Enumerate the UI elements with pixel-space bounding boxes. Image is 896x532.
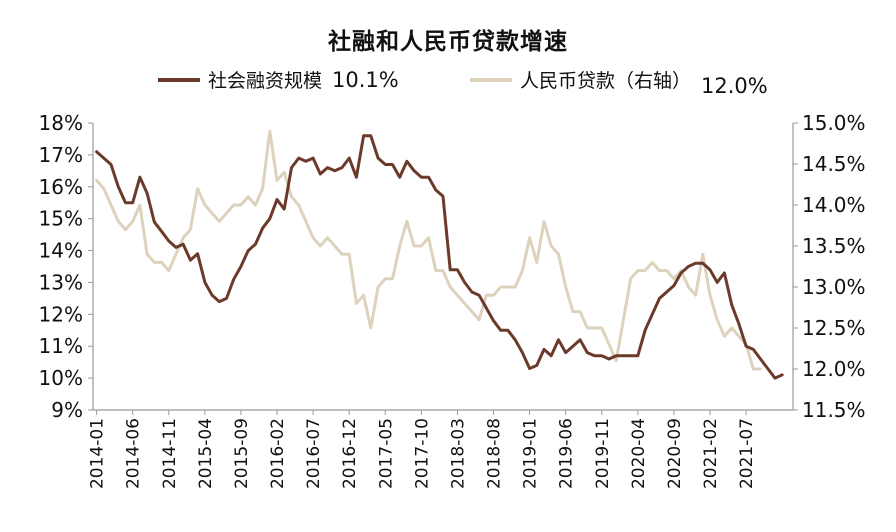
- series-line-shrong: [95, 134, 784, 380]
- left-tick-label: 18%: [39, 111, 83, 135]
- left-tick-label: 15%: [39, 207, 83, 231]
- legend-swatch-shrong: [158, 77, 200, 82]
- right-tick-label: 14.5%: [802, 152, 866, 176]
- right-tick-label: 15.0%: [802, 111, 866, 135]
- legend-label-loan: 人民币贷款（右轴）: [520, 70, 692, 92]
- x-tick-label: 2017-05: [376, 418, 396, 489]
- right-tick-label: 11.5%: [802, 398, 866, 422]
- x-tick-label: 2015-09: [232, 418, 252, 489]
- left-tick-label: 17%: [39, 143, 83, 167]
- x-tick-label: 2018-03: [448, 418, 468, 489]
- x-tick-label: 2019-01: [521, 418, 541, 489]
- right-axis-ticks: 11.5% 12.0% 12.5% 13.0% 13.5% 14.0% 14.5% 15.0%: [793, 111, 866, 422]
- x-tick-label: 2016-02: [268, 418, 288, 489]
- legend-swatch-loan: [470, 77, 512, 82]
- right-tick-label: 12.5%: [802, 316, 866, 340]
- x-tick-label: 2021-02: [701, 418, 721, 489]
- chart-title: 社融和人民币贷款增速: [328, 29, 568, 55]
- left-tick-label: 13%: [39, 270, 83, 294]
- axes: [92, 123, 794, 411]
- x-axis-ticks: 2014-01 2014-06 2014-11 2015-04 2015-09 2016-…: [88, 410, 757, 489]
- right-tick-label: 12.0%: [802, 357, 866, 381]
- right-tick-label: 14.0%: [802, 193, 866, 217]
- left-tick-label: 9%: [51, 398, 83, 422]
- series-lines: [95, 129, 784, 380]
- right-tick-label: 13.5%: [802, 234, 866, 258]
- legend-label-shrong: 社会融资规模: [208, 70, 323, 92]
- legend-value-loan: 12.0%: [701, 73, 768, 98]
- x-tick-label: 2017-10: [412, 418, 432, 489]
- left-tick-label: 12%: [39, 302, 83, 326]
- x-tick-label: 2014-01: [88, 418, 108, 489]
- legend-value-shrong: 10.1%: [332, 67, 399, 92]
- x-tick-label: 2014-11: [160, 418, 180, 489]
- x-tick-label: 2019-11: [593, 418, 613, 489]
- x-tick-label: 2020-09: [665, 418, 685, 489]
- x-tick-label: 2016-07: [304, 418, 324, 489]
- left-tick-label: 16%: [39, 175, 83, 199]
- left-axis-ticks: 9% 10% 11% 12% 13% 14% 15% 16% 17% 18%: [39, 111, 93, 422]
- x-tick-label: 2016-12: [340, 418, 360, 489]
- right-tick-label: 13.0%: [802, 275, 866, 299]
- x-tick-label: 2018-08: [485, 418, 505, 489]
- left-tick-label: 11%: [39, 334, 83, 358]
- x-tick-label: 2019-06: [557, 418, 577, 489]
- x-tick-label: 2015-04: [196, 418, 216, 489]
- x-tick-label: 2021-07: [737, 418, 757, 489]
- left-tick-label: 14%: [39, 239, 83, 263]
- legend-item-loan: 人民币贷款（右轴） 12.0%: [470, 66, 768, 98]
- series-line-loan: [95, 129, 762, 371]
- left-tick-label: 10%: [39, 366, 83, 390]
- legend-item-shrong: 社会融资规模 10.1%: [158, 66, 399, 93]
- x-tick-label: 2020-04: [629, 418, 649, 489]
- x-tick-label: 2014-06: [124, 418, 144, 489]
- legend: 社会融资规模 10.1% 人民币贷款（右轴） 12.0%: [0, 66, 896, 100]
